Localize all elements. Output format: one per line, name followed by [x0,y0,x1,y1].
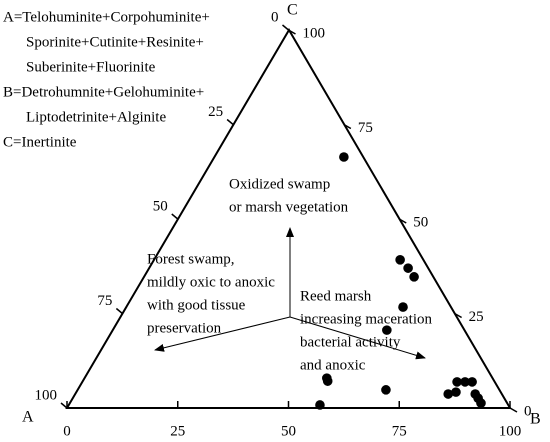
annotation: Forest swamp, [147,251,235,267]
c-tick-label: 0 [524,403,532,419]
data-point [403,263,413,273]
c-tick-label: 25 [469,309,484,325]
data-point [443,389,454,399]
a-tick-label: 50 [153,198,168,214]
legend-line: B=Detrohumnite+Gelohuminite+ [3,84,204,100]
annotation: bacterial activity [300,334,401,350]
tick-mark [398,218,407,224]
b-tick-label: 50 [281,423,296,439]
data-point [398,302,408,312]
legend-line: C=Inertinite [3,134,77,150]
b-tick-label: 100 [499,423,522,439]
c-tick-label: 50 [413,214,428,230]
data-point [409,272,419,282]
data-point [395,255,405,265]
tick-mark [115,307,123,315]
a-tick-label: 25 [208,104,223,120]
tick-mark [509,407,518,413]
legend-line: A=Telohuminite+Corpohuminite+ [3,9,210,25]
b-tick-label: 75 [392,423,407,439]
tick-mark [282,24,289,31]
annotation: preservation [147,320,222,336]
tick-mark [60,402,68,409]
arrow [154,316,291,352]
annotation: Reed marsh [300,288,372,304]
annotation: increasing maceration [300,311,433,327]
tick-mark [454,312,462,319]
a-tick-label: 100 [35,387,58,403]
vertex-label: A [22,409,34,426]
tick-mark [288,29,296,35]
a-tick-label: 75 [97,293,112,309]
data-point [451,387,461,397]
data-point [315,400,325,410]
vertex-label: C [287,2,298,19]
c-tick-label: 100 [303,25,326,41]
arrow [289,316,426,360]
data-point [339,152,349,162]
annotation: or marsh vegetation [229,199,349,215]
tick-mark [343,123,352,130]
a-tick-label: 0 [271,9,279,25]
annotation: Oxidized swamp [229,176,330,192]
annotation: with good tissue [147,297,246,313]
tick-mark [171,213,179,220]
c-tick-label: 75 [358,120,373,136]
legend-line: Liptodetrinite+Alginite [26,109,166,125]
legend-line: Suberinite+Fluorinite [26,59,156,75]
data-point [452,377,462,387]
b-tick-label: 0 [63,423,71,439]
annotation: and anoxic [300,357,366,373]
data-point [467,377,477,387]
b-tick-label: 25 [170,423,185,439]
data-point [322,376,333,386]
data-point [476,398,486,408]
annotation: mildly oxic to anoxic [147,274,275,290]
data-point [381,385,391,395]
data-point [460,377,470,387]
data-point [382,325,392,335]
legend-line: Sporinite+Cutinite+Resinite+ [26,34,204,50]
tick-mark [226,118,234,126]
vertex-label: B [530,411,541,428]
